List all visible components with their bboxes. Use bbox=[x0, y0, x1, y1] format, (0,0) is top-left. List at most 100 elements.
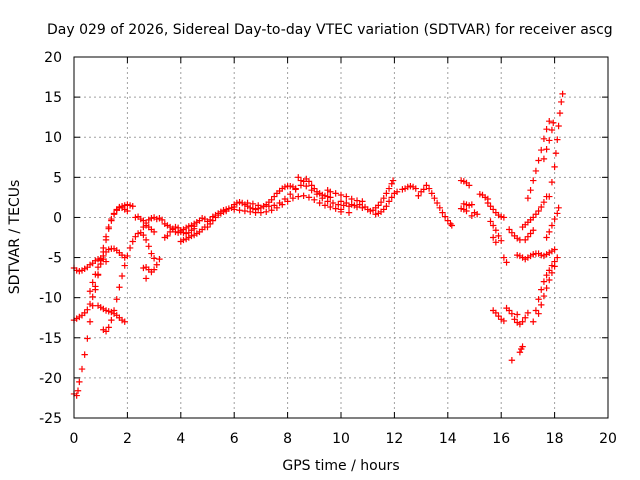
data-point bbox=[124, 207, 131, 215]
data-point bbox=[81, 351, 88, 358]
data-point bbox=[540, 199, 548, 206]
data-point bbox=[463, 207, 470, 215]
data-point bbox=[420, 186, 427, 193]
data-point bbox=[102, 328, 110, 335]
data-point bbox=[132, 233, 139, 240]
data-points bbox=[70, 90, 566, 399]
data-point bbox=[546, 193, 553, 200]
data-point bbox=[332, 190, 339, 197]
data-point bbox=[492, 239, 500, 246]
data-point bbox=[388, 194, 395, 201]
data-point bbox=[448, 222, 456, 229]
data-point bbox=[110, 307, 118, 314]
y-tick-label: 15 bbox=[44, 90, 62, 106]
data-point bbox=[388, 180, 395, 187]
x-tick-label: 10 bbox=[332, 431, 350, 447]
data-point bbox=[150, 266, 158, 273]
data-point bbox=[540, 278, 548, 285]
data-point bbox=[222, 207, 230, 215]
data-point bbox=[514, 311, 521, 318]
data-point bbox=[500, 214, 508, 221]
data-point bbox=[319, 194, 326, 202]
data-point bbox=[324, 198, 331, 205]
data-point bbox=[431, 194, 438, 202]
data-point bbox=[74, 387, 82, 394]
data-point bbox=[516, 349, 524, 356]
data-point bbox=[441, 213, 449, 220]
data-point bbox=[487, 203, 494, 210]
data-point bbox=[316, 199, 323, 207]
data-point bbox=[548, 269, 556, 276]
data-point bbox=[166, 228, 174, 236]
data-point bbox=[551, 163, 558, 171]
data-point bbox=[530, 214, 537, 221]
data-point bbox=[519, 318, 526, 325]
data-point bbox=[206, 220, 214, 228]
data-point bbox=[124, 252, 131, 260]
data-point bbox=[551, 246, 558, 253]
x-tick-label: 20 bbox=[599, 431, 617, 447]
data-point bbox=[389, 177, 397, 184]
data-point bbox=[255, 202, 262, 209]
data-point bbox=[335, 201, 342, 208]
data-point bbox=[519, 343, 526, 350]
data-point bbox=[548, 222, 556, 229]
data-point bbox=[244, 199, 251, 207]
data-point bbox=[555, 204, 562, 212]
data-point bbox=[527, 230, 534, 237]
x-axis-label: GPS time / hours bbox=[282, 458, 399, 474]
data-point bbox=[110, 210, 118, 217]
data-point bbox=[76, 378, 83, 386]
data-point bbox=[345, 209, 353, 216]
data-point bbox=[353, 203, 361, 211]
y-tick-label: -5 bbox=[48, 251, 62, 267]
y-tick-label: 10 bbox=[44, 130, 62, 146]
data-point bbox=[73, 392, 80, 399]
data-point bbox=[506, 307, 513, 314]
chart-title: Day 029 of 2026, Sidereal Day-to-day VTE… bbox=[47, 22, 613, 38]
data-point bbox=[554, 254, 561, 261]
data-point bbox=[260, 203, 267, 210]
data-point bbox=[276, 199, 283, 207]
data-point bbox=[92, 286, 99, 293]
data-point bbox=[538, 301, 545, 309]
data-point bbox=[375, 202, 382, 209]
data-point bbox=[428, 190, 435, 197]
data-point bbox=[535, 157, 542, 164]
data-point bbox=[241, 207, 249, 215]
y-tick-label: -10 bbox=[39, 291, 62, 307]
data-point bbox=[311, 196, 318, 203]
x-tick-label: 2 bbox=[123, 431, 132, 447]
data-point bbox=[439, 209, 446, 216]
data-point bbox=[380, 206, 387, 213]
data-point bbox=[548, 126, 556, 134]
data-point bbox=[415, 192, 422, 199]
data-point bbox=[465, 182, 473, 189]
data-point bbox=[105, 324, 112, 331]
data-point bbox=[313, 190, 321, 198]
x-tick-label: 8 bbox=[283, 431, 292, 447]
data-point bbox=[433, 199, 441, 207]
data-point bbox=[89, 293, 96, 301]
data-point bbox=[231, 206, 238, 213]
data-point bbox=[265, 203, 273, 210]
data-point bbox=[522, 314, 529, 321]
data-point bbox=[532, 167, 540, 175]
data-point bbox=[527, 186, 534, 194]
data-point bbox=[546, 117, 553, 125]
data-point bbox=[116, 284, 123, 291]
data-point bbox=[359, 198, 366, 205]
data-point bbox=[546, 276, 553, 284]
data-point bbox=[121, 262, 128, 269]
data-point bbox=[530, 318, 537, 325]
data-point bbox=[468, 201, 476, 208]
data-point bbox=[303, 182, 310, 190]
data-point bbox=[489, 234, 497, 241]
data-point bbox=[489, 206, 497, 213]
data-point bbox=[492, 309, 500, 317]
data-point bbox=[327, 203, 334, 211]
data-point bbox=[546, 228, 553, 236]
data-point bbox=[327, 188, 334, 195]
data-point bbox=[308, 186, 315, 194]
data-point bbox=[543, 272, 550, 279]
